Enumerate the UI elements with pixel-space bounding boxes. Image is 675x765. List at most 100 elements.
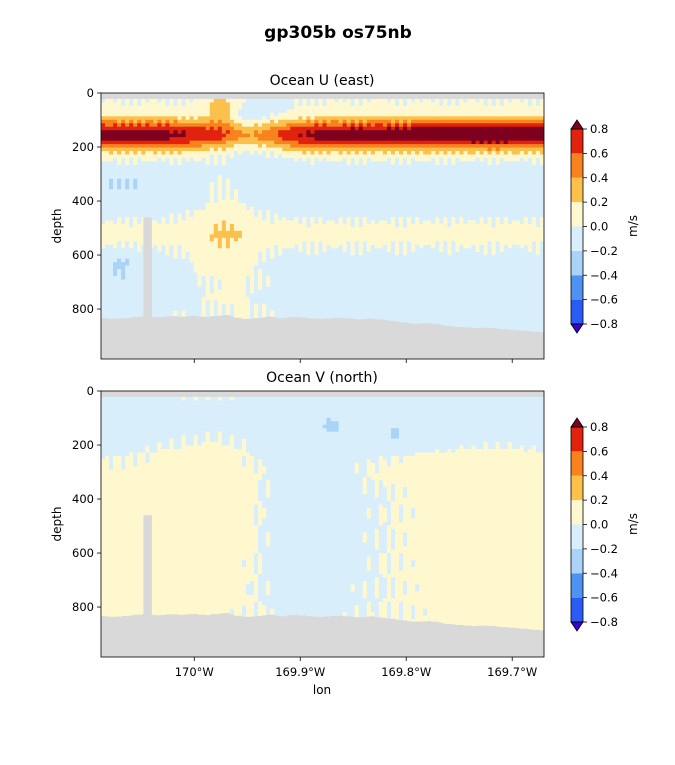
heatmap-cell (105, 151, 110, 163)
heatmap-cell (411, 396, 416, 457)
heatmap-cell (479, 244, 485, 328)
heatmap-cell (322, 119, 328, 124)
heatmap-cell (346, 216, 352, 242)
heatmap-cell (205, 396, 211, 402)
heatmap-cell (193, 126, 199, 142)
heatmap-cell (330, 119, 336, 128)
heatmap-cell (475, 140, 481, 145)
heatmap-cell (451, 126, 456, 142)
heatmap-cell (394, 255, 400, 322)
heatmap-cell (245, 119, 251, 128)
heatmap-cell (503, 396, 509, 450)
heatmap-cell (298, 123, 303, 128)
heatmap-cell (362, 598, 368, 618)
heatmap-cell (221, 445, 227, 614)
heatmap-cell (181, 151, 187, 159)
heatmap-cell (403, 227, 408, 256)
heatmap-cell (366, 151, 372, 159)
heatmap-cell (499, 123, 505, 128)
heatmap-cell (193, 161, 199, 211)
heatmap-cell (290, 119, 295, 124)
heatmap-cell (153, 116, 158, 124)
heatmap-cell (499, 396, 505, 450)
heatmap-cell (467, 449, 473, 626)
heatmap-cell (109, 144, 114, 149)
heatmap-cell (213, 223, 219, 239)
heatmap-cell (221, 396, 227, 447)
heatmap-cell (322, 428, 328, 617)
heatmap-cell (374, 161, 380, 225)
heatmap-cell (407, 98, 412, 117)
heatmap-cell (197, 210, 203, 288)
heatmap-cell (539, 126, 544, 142)
heatmap-cell (411, 147, 416, 152)
heatmap-cell (419, 126, 424, 142)
heatmap-cell (475, 123, 481, 128)
heatmap-cell (205, 98, 211, 117)
heatmap-cell (157, 123, 163, 131)
heatmap-cell (262, 116, 267, 124)
heatmap-cell (342, 116, 348, 121)
heatmap-cell (322, 147, 328, 152)
heatmap-cell (105, 455, 110, 617)
heatmap-cell (394, 157, 400, 229)
heatmap-cell (322, 144, 328, 149)
heatmap-cell (121, 140, 126, 145)
heatmap-cell (435, 116, 440, 121)
heatmap-cell (378, 455, 384, 481)
heatmap-cell (390, 216, 396, 242)
heatmap-cell (314, 119, 320, 124)
heatmap-cell (491, 105, 497, 117)
heatmap-cell (419, 248, 424, 324)
heatmap-cell (266, 580, 271, 596)
heatmap-cell (354, 473, 360, 606)
heatmap-cell (366, 518, 372, 558)
heatmap-cell (399, 396, 404, 464)
heatmap-cell (403, 255, 408, 323)
heatmap-cell (221, 303, 227, 316)
heatmap-cell (535, 452, 541, 630)
heatmap-cells (101, 391, 544, 657)
heatmap-cell (197, 116, 203, 124)
heatmap-cell (411, 508, 416, 520)
heatmap-cell (386, 126, 392, 142)
heatmap-cell (125, 126, 130, 131)
heatmap-cell (374, 473, 380, 499)
heatmap-cell (451, 123, 456, 128)
heatmap-cell (105, 140, 110, 145)
heatmap-cell (270, 396, 275, 610)
heatmap-cell (427, 126, 432, 142)
heatmap-cell (157, 130, 163, 142)
heatmap-cell (374, 130, 380, 142)
heatmap-cell (229, 303, 235, 317)
heatmap-cell (451, 144, 456, 149)
heatmap-cell (245, 210, 251, 277)
heatmap-cell (310, 119, 316, 124)
heatmap-cell (439, 223, 444, 253)
heatmap-cell (197, 445, 203, 615)
x-tick-label: 169.7°W (487, 665, 537, 679)
heatmap-cell (358, 157, 364, 229)
heatmap-cell (217, 279, 223, 291)
heatmap-cell (487, 154, 493, 166)
heatmap-cell (350, 119, 356, 124)
heatmap-cell (443, 140, 448, 145)
heatmap-cell (137, 130, 142, 142)
heatmap-cell (342, 157, 348, 225)
heatmap-cell (403, 126, 408, 142)
heatmap-cell (527, 449, 533, 630)
heatmap-cell (278, 98, 283, 114)
heatmap-cell (358, 140, 364, 145)
heatmap-cell (197, 140, 203, 149)
heatmap-cell (527, 98, 533, 107)
colorbar-tick-label: −0.2 (590, 244, 618, 258)
heatmap-cell (431, 147, 436, 152)
heatmap-cell (145, 98, 150, 104)
heatmap-cell (346, 130, 352, 142)
heatmap-cell (338, 116, 344, 124)
heatmap-cell (266, 147, 271, 159)
heatmap-cell (294, 151, 299, 163)
heatmap-cell (177, 244, 183, 317)
heatmap-cell (286, 396, 291, 616)
heatmap-cell (237, 144, 243, 156)
